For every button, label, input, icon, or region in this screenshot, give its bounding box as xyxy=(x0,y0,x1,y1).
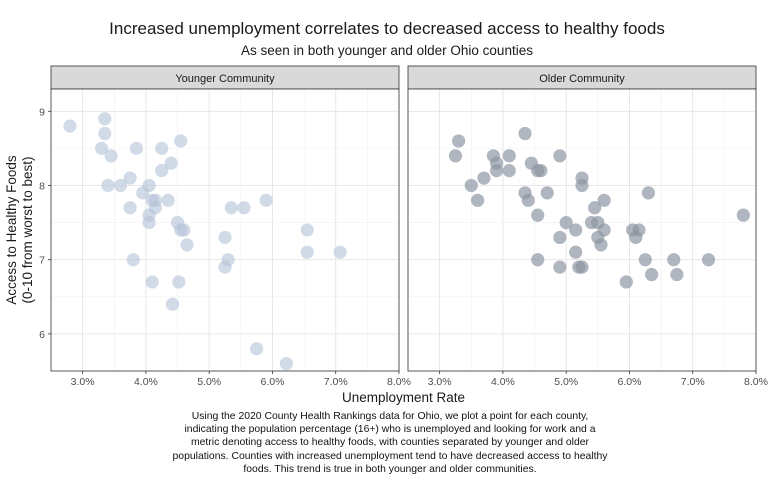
data-point xyxy=(161,193,175,207)
data-point xyxy=(164,156,178,170)
x-tick-label: 7.0% xyxy=(324,376,348,388)
data-point xyxy=(63,119,77,133)
y-axis-subtitle: (0-10 from worst to best) xyxy=(20,156,35,303)
y-tick-label: 6 xyxy=(39,329,45,341)
data-point xyxy=(502,164,516,178)
data-point xyxy=(502,149,516,163)
data-point xyxy=(98,112,112,126)
data-point xyxy=(540,186,554,200)
data-point xyxy=(218,260,232,274)
data-point xyxy=(145,275,159,289)
panel-border xyxy=(407,88,757,372)
data-point xyxy=(553,230,567,245)
facet-label: Older Community xyxy=(539,73,625,85)
data-point xyxy=(174,134,188,148)
data-point xyxy=(534,164,548,178)
x-tick-label: 3.0% xyxy=(428,376,452,388)
data-point xyxy=(172,275,186,289)
x-tick-label: 6.0% xyxy=(617,376,641,388)
data-point xyxy=(569,245,583,259)
x-tick-label: 8.0% xyxy=(387,376,411,388)
data-point xyxy=(300,245,314,259)
data-point xyxy=(521,193,535,207)
x-tick-label: 4.0% xyxy=(134,376,158,388)
data-point xyxy=(448,149,463,163)
x-tick-label: 5.0% xyxy=(554,376,578,388)
data-point xyxy=(218,230,232,245)
data-point xyxy=(670,267,684,282)
data-point xyxy=(98,126,112,141)
chart-title: Increased unemployment correlates to dec… xyxy=(109,19,665,38)
data-point xyxy=(569,223,583,237)
data-point xyxy=(619,275,633,289)
data-point xyxy=(559,215,573,230)
x-tick-label: 4.0% xyxy=(491,376,515,388)
data-point xyxy=(333,245,347,259)
data-point xyxy=(148,201,162,215)
data-point xyxy=(95,141,109,155)
data-point xyxy=(155,141,169,155)
x-tick-label: 6.0% xyxy=(260,376,284,388)
data-point xyxy=(123,201,137,215)
data-point xyxy=(518,126,532,141)
y-tick-label: 8 xyxy=(39,180,45,192)
data-point xyxy=(667,253,681,267)
chart-caption: Using the 2020 County Health Rankings da… xyxy=(172,411,608,475)
x-tick-label: 5.0% xyxy=(197,376,221,388)
data-point xyxy=(155,164,169,178)
data-point xyxy=(114,178,128,193)
data-point xyxy=(300,223,314,237)
data-point xyxy=(180,238,194,252)
data-point xyxy=(489,164,504,178)
data-point xyxy=(641,186,656,200)
data-point xyxy=(471,193,485,207)
data-point xyxy=(531,208,545,222)
data-point xyxy=(629,230,643,245)
data-point xyxy=(129,141,144,155)
data-point xyxy=(701,253,716,267)
data-point xyxy=(142,178,156,193)
x-tick-label: 3.0% xyxy=(71,376,95,388)
data-point xyxy=(250,342,264,356)
facet-label: Younger Community xyxy=(175,73,275,85)
data-point xyxy=(224,201,238,215)
y-tick-label: 7 xyxy=(39,255,45,267)
data-point xyxy=(101,178,115,193)
data-point xyxy=(597,193,611,207)
data-point xyxy=(594,238,608,252)
data-point xyxy=(104,149,118,163)
y-axis-title: Access to Healthy Foods xyxy=(4,155,19,305)
panel-border xyxy=(50,88,400,372)
data-point xyxy=(638,253,652,267)
data-point xyxy=(572,260,586,274)
data-point xyxy=(464,178,478,193)
x-axis-title: Unemployment Rate xyxy=(342,390,465,405)
data-point xyxy=(645,267,659,282)
x-tick-label: 8.0% xyxy=(744,376,768,388)
data-point xyxy=(177,223,191,237)
data-point xyxy=(477,171,491,185)
data-point xyxy=(452,134,466,148)
data-point xyxy=(553,149,567,163)
data-point xyxy=(142,215,156,230)
data-point xyxy=(237,201,251,215)
data-point xyxy=(736,208,750,222)
data-point xyxy=(531,253,545,267)
data-point xyxy=(588,201,602,215)
data-point xyxy=(575,178,589,193)
data-point xyxy=(279,356,293,371)
data-point xyxy=(123,171,137,185)
x-tick-label: 7.0% xyxy=(681,376,705,388)
chart-subtitle: As seen in both younger and older Ohio c… xyxy=(241,43,533,58)
y-tick-label: 9 xyxy=(39,106,45,118)
data-point xyxy=(259,193,273,207)
data-point xyxy=(553,260,567,274)
data-point xyxy=(126,253,140,267)
data-point xyxy=(165,297,180,311)
